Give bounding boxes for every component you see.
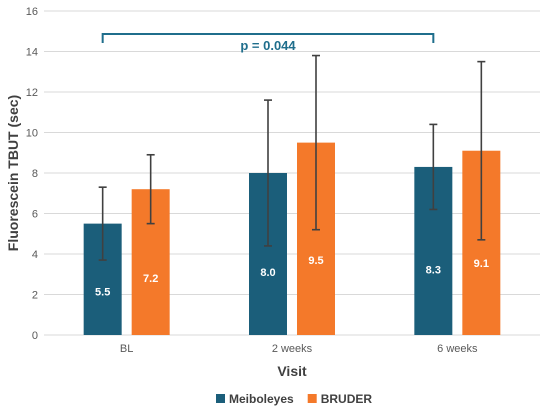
x-tick-0: BL [120,343,133,355]
legend: Meiboleyes BRUDER [216,392,372,406]
legend-swatch-1 [307,394,317,403]
y-tick-2: 2 [32,290,38,302]
legend-label-0: Meiboleyes [229,392,294,406]
data-labels: 5.5 7.2 8.0 9.5 8.3 9.1 [95,255,489,299]
y-tick-labels: 0 2 4 6 8 10 12 14 16 [26,6,38,342]
x-tick-1: 2 weeks [272,343,313,355]
x-tick-labels: BL 2 weeks 6 weeks [120,343,478,355]
error-bars [98,54,486,261]
y-tick-12: 12 [26,87,38,99]
legend-label-1: BRUDER [321,392,373,406]
grid-lines [44,10,540,336]
y-axis-title: Fluorescein TBUT (sec) [5,95,21,251]
data-label-0-2: 8.3 [426,264,441,276]
y-tick-8: 8 [32,168,38,180]
y-tick-0: 0 [32,330,38,342]
x-axis-title: Visit [277,363,307,379]
data-label-1-0: 7.2 [143,273,158,285]
data-label-1-1: 9.5 [308,255,323,267]
p-value-label: p = 0.044 [240,38,296,53]
legend-swatch-0 [216,394,225,403]
y-tick-4: 4 [32,249,38,261]
significance-bracket [101,33,435,43]
bars [83,142,501,335]
data-label-0-0: 5.5 [95,287,110,299]
y-tick-6: 6 [32,209,38,221]
significance-annotation: p = 0.044 [101,33,435,53]
data-label-0-1: 8.0 [260,267,275,279]
data-label-1-2: 9.1 [474,258,489,270]
y-tick-16: 16 [26,6,38,18]
y-tick-14: 14 [26,47,38,59]
x-tick-2: 6 weeks [437,343,478,355]
y-tick-10: 10 [26,128,38,140]
